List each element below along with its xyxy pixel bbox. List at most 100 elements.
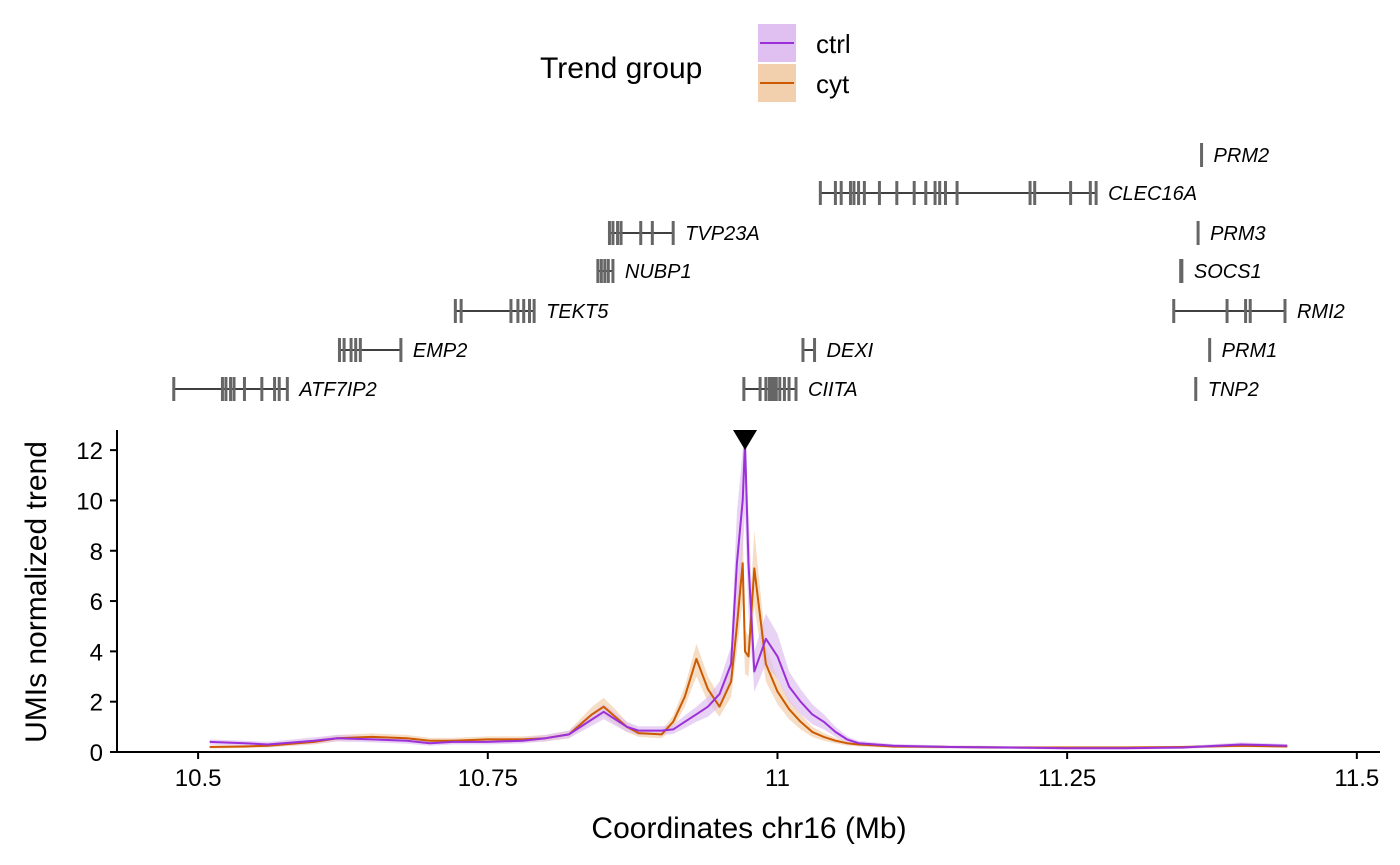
gene-exon — [242, 377, 246, 401]
gene-exon — [938, 181, 942, 205]
gene-exon — [924, 181, 928, 205]
gene-exon — [1028, 181, 1032, 205]
gene-socs1: SOCS1 — [1179, 259, 1262, 283]
gene-exon — [857, 181, 861, 205]
gene-exon — [794, 377, 798, 401]
gene-exon — [1248, 299, 1252, 323]
gene-label: PRM1 — [1222, 340, 1278, 362]
gene-exon — [528, 299, 532, 323]
plot-area — [209, 430, 1288, 750]
gene-exon — [232, 377, 236, 401]
gene-tnp2: TNP2 — [1194, 377, 1259, 401]
marker-layer — [733, 430, 758, 450]
y-tick-label: 10 — [76, 488, 103, 515]
gene-exon — [1196, 221, 1200, 245]
gene-exon — [955, 181, 959, 205]
gene-exon — [650, 221, 654, 245]
gene-exon — [639, 221, 643, 245]
gene-exon — [1033, 181, 1037, 205]
gene-label: TVP23A — [685, 223, 759, 245]
gene-exon — [619, 221, 623, 245]
y-axis-title: UMIs normalized trend — [20, 441, 53, 743]
gene-exon — [532, 299, 536, 323]
gene-exon — [801, 338, 805, 362]
peak-marker — [733, 430, 758, 450]
gene-label: TNP2 — [1208, 379, 1259, 401]
gene-exon — [764, 377, 768, 401]
gene-exon — [770, 377, 774, 401]
legend-entry-cyt: cyt — [758, 64, 850, 102]
y-tick-label: 12 — [76, 438, 103, 465]
gene-exon — [778, 377, 782, 401]
gene-exon — [787, 377, 791, 401]
gene-exon — [774, 377, 778, 401]
gene-ciita: CIITA — [742, 377, 858, 401]
gene-exon — [772, 377, 776, 401]
gene-exon — [607, 221, 611, 245]
y-tick-label: 6 — [90, 589, 103, 616]
gene-label: PRM2 — [1214, 145, 1270, 167]
legend-entry-ctrl: ctrl — [758, 24, 851, 62]
gene-exon — [596, 259, 600, 283]
gene-exon — [782, 377, 786, 401]
x-tick-label: 11.25 — [1038, 765, 1096, 792]
gene-label: CIITA — [808, 379, 858, 401]
gene-exon — [224, 377, 228, 401]
x-tick-label: 10.5 — [175, 765, 222, 792]
gene-label: PRM3 — [1210, 223, 1266, 245]
x-axis-title: Coordinates chr16 (Mb) — [591, 812, 906, 845]
gene-exon — [813, 338, 817, 362]
gene-exon — [220, 377, 224, 401]
gene-exon — [354, 338, 358, 362]
legend-label-ctrl: ctrl — [816, 29, 851, 59]
gene-prm3: PRM3 — [1196, 221, 1266, 245]
gene-exon — [522, 299, 526, 323]
gene-rmi2: RMI2 — [1172, 299, 1345, 323]
series-line-cyt — [209, 562, 1288, 749]
gene-prm2: PRM2 — [1200, 143, 1269, 167]
gene-exon — [611, 221, 615, 245]
gene-exon — [516, 299, 520, 323]
y-tick-label: 2 — [90, 690, 103, 717]
gene-exon — [877, 181, 881, 205]
gene-exon — [767, 377, 771, 401]
gene-exon — [1194, 377, 1198, 401]
gene-exon — [611, 259, 615, 283]
gene-exon — [818, 181, 822, 205]
gene-exon — [1208, 338, 1212, 362]
gene-exon — [285, 377, 289, 401]
x-tick-label: 11 — [765, 765, 790, 792]
gene-exon — [1069, 181, 1073, 205]
legend-label-cyt: cyt — [816, 69, 850, 99]
gene-exon — [758, 377, 762, 401]
gene-exon — [229, 377, 233, 401]
gene-exon — [933, 181, 937, 205]
legend: Trend group ctrl cyt — [540, 24, 851, 102]
x-tick-label: 10.75 — [458, 765, 518, 792]
gene-exon — [671, 221, 675, 245]
gene-exon — [1225, 299, 1229, 323]
series-line-ctrl — [209, 441, 1288, 750]
gene-label: CLEC16A — [1108, 183, 1197, 205]
gene-exon — [349, 338, 353, 362]
gene-exon — [616, 221, 620, 245]
y-ticks: 0 2 4 6 8 10 12 — [76, 438, 117, 767]
gene-exon — [277, 377, 281, 401]
gene-label: NUBP1 — [625, 261, 692, 283]
x-tick-label: 11.5 — [1334, 765, 1379, 792]
y-tick-label: 4 — [90, 639, 103, 666]
band-cyt — [209, 525, 1288, 749]
axes: 10.5 10.75 11 11.25 11.5 0 2 4 6 8 10 12 Coordinat… — [20, 430, 1380, 845]
gene-prm1: PRM1 — [1208, 338, 1277, 362]
gene-exon — [273, 377, 277, 401]
gene-label: ATF7IP2 — [298, 379, 376, 401]
gene-exon — [742, 377, 746, 401]
gene-clec16a: CLEC16A — [818, 181, 1197, 205]
band-ctrl — [209, 437, 1288, 750]
gene-exon — [1200, 143, 1204, 167]
gene-nubp1: NUBP1 — [596, 259, 692, 283]
gene-exon — [1180, 259, 1184, 283]
trend-lines — [209, 441, 1288, 750]
gene-exon — [337, 338, 341, 362]
